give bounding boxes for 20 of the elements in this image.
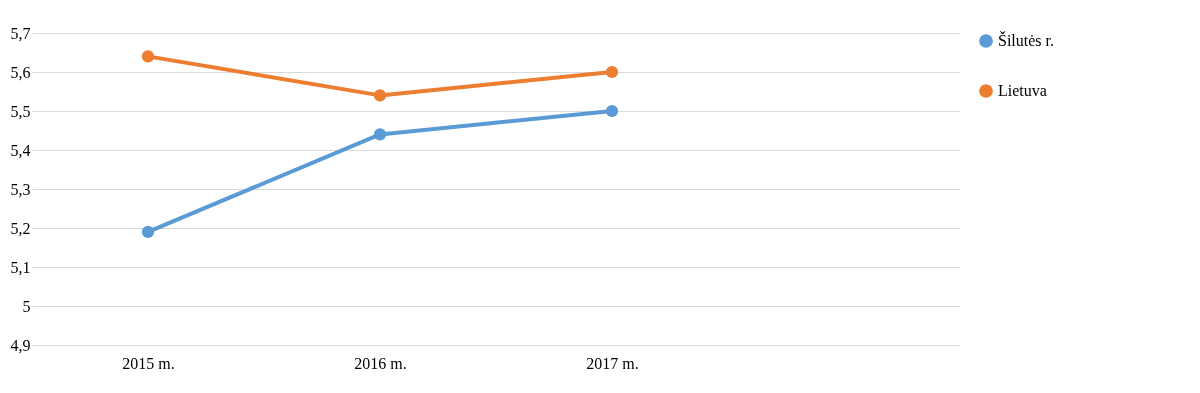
point: [605, 104, 619, 118]
y-tick-label: 5,7: [10, 24, 31, 42]
x-tick-label: 2015 m.: [122, 354, 175, 372]
point: [141, 50, 155, 63]
legend-label: Šilutės r.: [998, 31, 1055, 49]
y-tick-label: 5,2: [10, 219, 31, 237]
y-tick-label: 5,6: [10, 63, 31, 81]
legend-label: Lietuva: [998, 82, 1047, 99]
y-tick-label: 5,4: [10, 141, 31, 159]
y-tick-label: 5,5: [10, 102, 31, 120]
x-tick-label: 2016 m.: [354, 354, 407, 372]
y-tick-label: 5: [22, 297, 31, 315]
point: [373, 128, 387, 141]
y-tick-label: 5,1: [10, 258, 31, 276]
point: [141, 225, 155, 239]
x-tick-label: 2017 m.: [586, 354, 639, 372]
y-tick-label: 5,3: [10, 180, 31, 198]
point: [373, 89, 387, 102]
point: [605, 65, 619, 79]
y-tick-label: 4,9: [10, 336, 31, 354]
